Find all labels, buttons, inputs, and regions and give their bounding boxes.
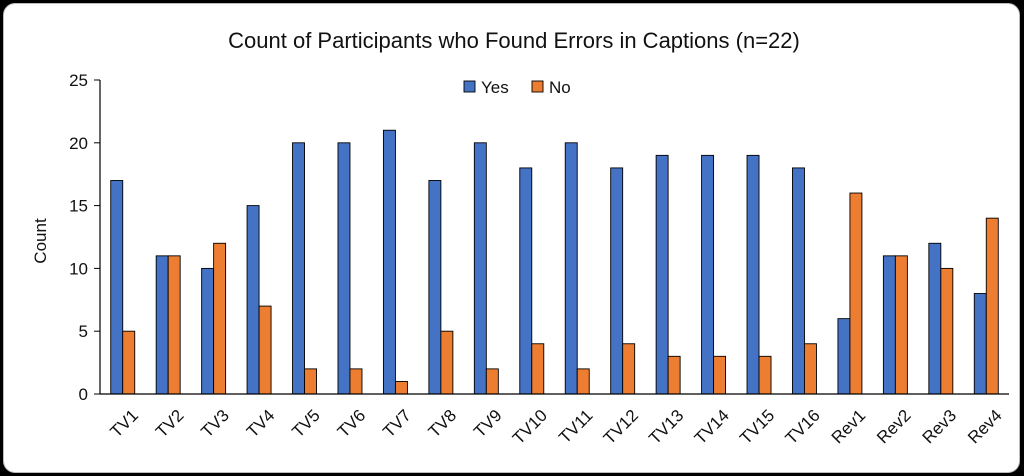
x-category-label: TV16	[782, 406, 824, 448]
x-category-label: TV8	[425, 406, 460, 441]
bar-yes-tv8	[428, 180, 442, 395]
bar-yes-tv10	[519, 167, 533, 395]
bar-no-tv6	[349, 368, 363, 395]
x-category-label: TV7	[379, 406, 414, 441]
x-category-label: TV13	[645, 406, 687, 448]
x-category-label: TV12	[600, 406, 642, 448]
bar-yes-tv9	[473, 142, 487, 395]
x-category-label: TV15	[736, 406, 778, 448]
legend-swatch-no	[531, 80, 544, 93]
y-tick-label: 25	[69, 71, 88, 90]
bar-yes-tv11	[564, 142, 578, 395]
bar-no-rev4	[985, 217, 999, 395]
bar-yes-tv5	[292, 142, 305, 395]
x-category-label: TV2	[152, 406, 187, 441]
legend-label-no: No	[549, 78, 571, 97]
bar-yes-tv6	[337, 142, 351, 395]
bar-no-tv15	[758, 355, 772, 395]
y-tick-label: 15	[69, 197, 88, 216]
bar-no-tv3	[213, 242, 227, 395]
bar-yes-tv7	[382, 129, 396, 395]
x-category-label: Rev4	[964, 406, 1005, 447]
bar-yes-rev3	[928, 242, 942, 395]
x-category-label: Rev3	[919, 406, 960, 447]
x-category-label: Rev2	[873, 406, 914, 447]
bar-yes-tv4	[246, 205, 260, 395]
bar-yes-tv15	[746, 154, 760, 395]
legend-label-yes: Yes	[481, 78, 509, 97]
bar-no-tv8	[440, 330, 454, 395]
bar-yes-rev1	[837, 318, 851, 395]
legend-swatch-yes	[463, 80, 476, 93]
y-axis-label: Count	[31, 218, 50, 264]
bar-no-rev1	[849, 192, 863, 395]
x-category-label: TV6	[334, 406, 369, 441]
bars	[110, 129, 999, 395]
x-category-label: TV4	[243, 406, 278, 441]
bar-yes-tv16	[792, 167, 805, 395]
chart-frame: Count of Participants who Found Errors i…	[3, 3, 1020, 473]
bar-no-tv7	[394, 380, 408, 395]
x-category-label: TV1	[107, 406, 142, 441]
bar-no-tv14	[713, 355, 727, 395]
bar-no-tv4	[258, 305, 272, 395]
y-tick-label: 10	[69, 259, 88, 278]
bar-yes-rev2	[882, 255, 896, 395]
bar-no-tv1	[122, 330, 136, 395]
bar-no-tv9	[485, 368, 499, 395]
bar-no-tv13	[667, 355, 681, 395]
bar-no-tv10	[531, 343, 545, 395]
y-tick-label: 5	[79, 322, 88, 341]
bar-yes-tv14	[701, 154, 715, 395]
bar-yes-tv2	[155, 255, 169, 395]
bar-no-tv11	[576, 368, 590, 395]
bar-no-tv5	[304, 368, 317, 395]
bar-no-rev3	[940, 267, 954, 395]
bar-no-tv12	[622, 343, 636, 395]
x-category-label: TV10	[509, 406, 551, 448]
bar-yes-rev4	[973, 293, 987, 395]
bar-no-tv2	[167, 255, 181, 395]
x-axis-categories: TV1 TV2 TV3 TV4 TV5 TV6 TV7 TV8 TV9 TV10 TV11 TV12 T…	[107, 406, 1006, 448]
x-category-label: TV5	[288, 406, 323, 441]
bar-yes-tv3	[201, 267, 215, 395]
x-category-label: Rev1	[828, 406, 869, 447]
y-tick-label: 20	[69, 134, 88, 153]
bar-no-tv16	[804, 343, 817, 395]
bar-yes-tv13	[655, 154, 669, 395]
bar-yes-tv1	[110, 180, 124, 395]
bar-no-rev2	[894, 255, 908, 395]
y-tick-label: 0	[79, 385, 88, 404]
x-category-label: TV3	[197, 406, 232, 441]
x-category-label: TV9	[470, 406, 505, 441]
y-axis-ticks: 0 5 10 15 20 25	[69, 71, 100, 404]
x-category-label: TV11	[555, 406, 596, 447]
legend: Yes No	[463, 78, 571, 97]
axes	[99, 80, 1009, 395]
chart-title: Count of Participants who Found Errors i…	[228, 28, 800, 53]
x-category-label: TV14	[691, 406, 733, 448]
bar-chart: Count of Participants who Found Errors i…	[31, 28, 1009, 448]
bar-yes-tv12	[610, 167, 624, 395]
